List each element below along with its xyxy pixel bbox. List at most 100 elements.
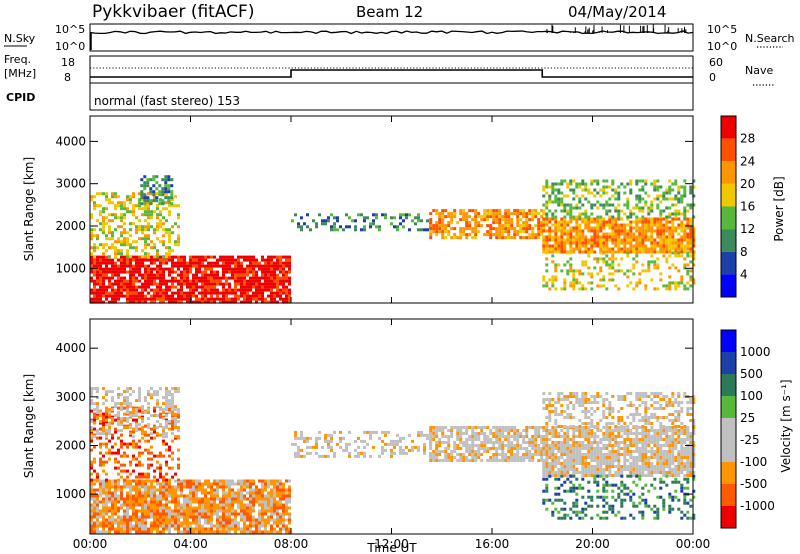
velocity-cell <box>429 453 433 456</box>
velocity-cell <box>108 530 111 534</box>
velocity-cell <box>150 436 153 440</box>
velocity-cell <box>165 402 168 406</box>
power-cell <box>135 216 138 220</box>
velocity-cell <box>249 494 252 498</box>
power-cell <box>617 194 621 198</box>
power-cell <box>252 255 255 259</box>
power-cell <box>611 254 615 258</box>
velocity-cell <box>554 429 558 432</box>
power-cell <box>249 270 252 274</box>
velocity-cell <box>168 405 171 409</box>
power-cell <box>207 267 210 271</box>
power-cell <box>135 249 138 253</box>
velocity-cell <box>240 515 243 519</box>
velocity-cell <box>207 521 210 525</box>
power-cell <box>234 282 237 286</box>
power-cell <box>93 207 96 211</box>
power-cell <box>120 240 123 244</box>
power-cell <box>590 241 594 245</box>
power-cell <box>108 258 111 262</box>
velocity-cell <box>201 512 204 516</box>
power-cell <box>489 215 493 219</box>
velocity-cell <box>258 491 261 495</box>
power-cell <box>620 223 624 227</box>
power-cell <box>554 238 558 242</box>
power-cell <box>611 278 615 282</box>
power-cell <box>578 281 582 285</box>
power-cell <box>483 212 487 216</box>
velocity-cell <box>569 444 573 447</box>
power-cell <box>216 264 219 268</box>
power-cell <box>692 257 696 261</box>
power-cell <box>632 287 636 291</box>
power-cell <box>285 285 288 289</box>
power-cell <box>120 294 123 298</box>
power-cell <box>450 236 454 240</box>
power-cell <box>578 215 582 219</box>
velocity-cell <box>207 512 210 516</box>
power-cell <box>662 247 666 251</box>
power-cell <box>261 297 264 301</box>
velocity-cell <box>177 494 180 498</box>
velocity-cell <box>566 444 570 447</box>
power-cell <box>665 229 669 233</box>
velocity-cell <box>204 497 207 501</box>
power-cell <box>177 273 180 277</box>
power-cell <box>195 273 198 277</box>
power-cell <box>501 233 505 237</box>
velocity-cell <box>456 453 460 456</box>
velocity-cell <box>246 515 249 519</box>
velocity-cell <box>516 441 520 444</box>
velocity-cell <box>159 500 162 504</box>
power-cell <box>525 236 529 240</box>
power-cell <box>653 185 657 189</box>
velocity-cell <box>563 438 567 441</box>
power-cell <box>554 217 558 221</box>
power-cell <box>171 258 174 262</box>
velocity-cell <box>288 506 291 510</box>
power-cell <box>495 221 499 225</box>
power-cell <box>158 202 162 206</box>
velocity-cell <box>264 518 267 522</box>
power-cell <box>599 284 603 288</box>
velocity-cell <box>102 524 105 528</box>
power-cell <box>689 232 693 236</box>
velocity-cell <box>560 444 564 447</box>
velocity-cell <box>210 530 213 534</box>
velocity-cell <box>498 426 502 429</box>
power-cell <box>540 224 544 228</box>
velocity-cell <box>183 512 186 516</box>
power-cell <box>537 224 541 228</box>
velocity-cell <box>207 503 210 507</box>
power-cell <box>677 217 681 221</box>
velocity-cell <box>99 512 102 516</box>
velocity-cell <box>189 479 192 483</box>
power-cell <box>189 291 192 295</box>
power-cell <box>99 297 102 301</box>
power-cell <box>605 263 609 267</box>
power-cell <box>644 232 648 236</box>
velocity-cell <box>513 444 517 447</box>
velocity-cell <box>123 512 126 516</box>
velocity-cell <box>480 444 484 447</box>
velocity-cell <box>90 524 93 528</box>
power-cell <box>243 276 246 280</box>
velocity-cell <box>548 456 552 459</box>
velocity-cell <box>584 435 588 438</box>
power-cell <box>111 291 114 295</box>
velocity-cell <box>171 411 174 415</box>
power-cell <box>147 243 150 247</box>
velocity-cell <box>177 503 180 507</box>
velocity-cell <box>542 471 546 474</box>
power-cell <box>141 213 144 217</box>
velocity-cell <box>243 524 246 528</box>
power-cell <box>581 212 585 216</box>
power-cell <box>596 226 600 230</box>
power-cell <box>680 275 684 279</box>
power-cell <box>548 200 552 204</box>
velocity-cell <box>135 485 138 489</box>
velocity-cell <box>171 524 174 528</box>
power-cell <box>659 226 663 230</box>
velocity-cell <box>120 405 123 409</box>
power-cell <box>572 241 576 245</box>
